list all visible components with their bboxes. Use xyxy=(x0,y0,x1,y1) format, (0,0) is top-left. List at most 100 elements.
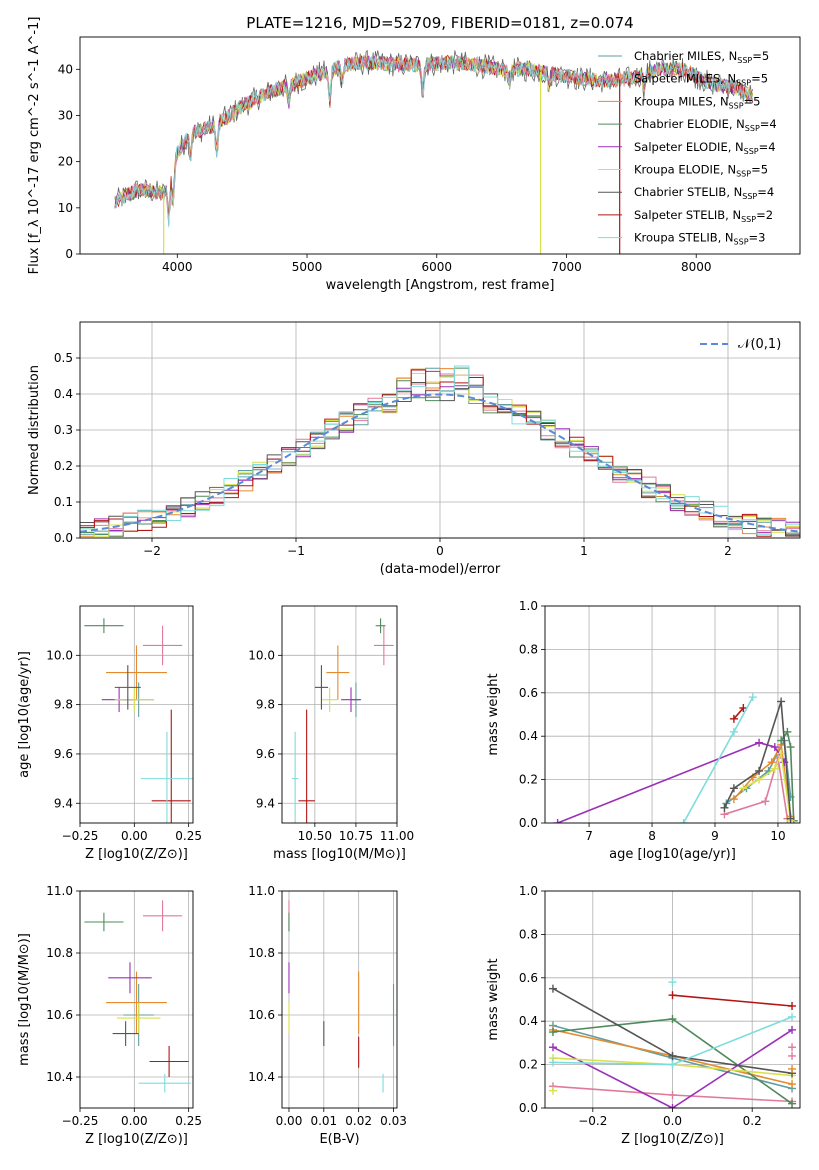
x-axis-label: Z [log10(Z/Z⊙)] xyxy=(621,1132,724,1147)
y-tick-label: 0.3 xyxy=(54,423,73,437)
x-tick-label: 6000 xyxy=(421,260,452,274)
y-tick-label: 0 xyxy=(65,247,73,261)
x-tick-label: 0 xyxy=(436,544,444,558)
legend-label: Salpeter STELIB, NSSP=2 xyxy=(634,208,773,224)
y-tick-label: 10.0 xyxy=(248,648,275,662)
weight-series xyxy=(682,696,754,823)
x-axis-label: mass [log10(M/M⊙)] xyxy=(273,847,406,862)
x-axis-label: (data-model)/error xyxy=(380,562,501,577)
x-tick-label: 0.00 xyxy=(121,829,148,843)
y-tick-label: 0.0 xyxy=(54,531,73,545)
spectrum-series xyxy=(114,55,753,222)
weight-series xyxy=(672,994,793,1007)
y-axis-label: mass weight xyxy=(486,958,501,1040)
y-tick-label: 1.0 xyxy=(519,884,538,898)
x-tick-label: 7000 xyxy=(551,260,582,274)
x-tick-label: 10.75 xyxy=(339,829,373,843)
axes-frame xyxy=(79,605,194,824)
x-tick-label: 0.0 xyxy=(663,1114,682,1128)
x-axis-label: Z [log10(Z/Z⊙)] xyxy=(85,1132,188,1147)
weight-series xyxy=(724,757,789,819)
axes-frame xyxy=(544,890,801,1109)
legend-value: =5 xyxy=(744,94,761,108)
x-tick-label: 7 xyxy=(585,829,593,843)
legend-subscript: SSP xyxy=(736,79,751,88)
legend-subscript: SSP xyxy=(744,147,759,156)
x-tick-label: −2 xyxy=(143,544,161,558)
plot-area xyxy=(291,618,394,823)
plot-area xyxy=(114,49,753,254)
spectrum-series xyxy=(114,54,753,228)
legend-value: =5 xyxy=(751,72,768,86)
x-tick-label: 10 xyxy=(770,829,785,843)
x-tick-label: 0.00 xyxy=(121,1114,148,1128)
y-tick-label: 10.8 xyxy=(248,946,275,960)
plot-area xyxy=(553,693,798,823)
weight-series xyxy=(733,707,744,720)
legend-subscript: SSP xyxy=(736,170,751,179)
legend-value: =3 xyxy=(749,231,766,245)
x-tick-label: 0.2 xyxy=(743,1114,762,1128)
y-tick-label: 0.8 xyxy=(519,927,538,941)
y-tick-label: 0.6 xyxy=(519,686,538,700)
y-tick-label: 0.5 xyxy=(54,351,73,365)
y-tick-label: 0.2 xyxy=(519,1058,538,1072)
legend-subscript: SSP xyxy=(729,101,744,110)
x-tick-label: −1 xyxy=(287,544,305,558)
legend-label: 𝒩(0,1) xyxy=(738,337,781,352)
legend-subscript: SSP xyxy=(741,215,756,224)
weight-series xyxy=(557,741,785,823)
legend-label: Chabrier ELODIE, NSSP=4 xyxy=(634,117,777,133)
y-tick-label: 0.4 xyxy=(54,387,73,401)
legend-label: Salpeter ELODIE, NSSP=4 xyxy=(634,140,776,156)
axes-frame xyxy=(79,36,801,255)
y-tick-label: 10.8 xyxy=(46,946,73,960)
axes-frame xyxy=(79,321,801,539)
legend-label: Kroupa MILES, NSSP=5 xyxy=(634,94,760,110)
legend-label: Salpeter MILES, NSSP=5 xyxy=(634,72,768,88)
x-tick-label: −0.25 xyxy=(62,1114,99,1128)
y-axis-label: Flux [f_λ 10^-17 erg cm^-2 s^-1 A^-1] xyxy=(27,17,42,275)
x-tick-label: −0.25 xyxy=(62,829,99,843)
x-tick-label: 2 xyxy=(724,544,732,558)
plot-area xyxy=(84,618,193,823)
histogram-series xyxy=(80,365,800,537)
legend-value: =4 xyxy=(757,185,774,199)
x-tick-label: 5000 xyxy=(292,260,323,274)
y-tick-label: 0.4 xyxy=(519,1014,538,1028)
y-tick-label: 10.4 xyxy=(46,1070,73,1084)
x-axis-label: E(B-V) xyxy=(319,1132,359,1147)
x-tick-label: 0.25 xyxy=(175,829,202,843)
y-tick-label: 1.0 xyxy=(519,599,538,613)
x-tick-label: 0.00 xyxy=(276,1114,303,1128)
x-tick-label: 0.01 xyxy=(310,1114,337,1128)
y-tick-label: 0.2 xyxy=(519,773,538,787)
y-axis-label: mass weight xyxy=(486,673,501,755)
y-tick-label: 0.2 xyxy=(54,459,73,473)
y-tick-label: 40 xyxy=(58,62,73,76)
legend-label: Kroupa STELIB, NSSP=3 xyxy=(634,231,765,247)
legend-value: =4 xyxy=(760,117,777,131)
y-tick-label: 11.0 xyxy=(46,884,73,898)
legend-value: =4 xyxy=(759,140,776,154)
y-tick-label: 0.0 xyxy=(519,1101,538,1115)
y-tick-label: 10.6 xyxy=(46,1008,73,1022)
x-tick-label: 0.25 xyxy=(175,1114,202,1128)
y-tick-label: 9.8 xyxy=(256,698,275,712)
legend-label: Chabrier STELIB, NSSP=4 xyxy=(634,185,774,201)
x-tick-label: 8000 xyxy=(681,260,712,274)
x-axis-label: wavelength [Angstrom, rest frame] xyxy=(326,278,555,293)
legend-value: =2 xyxy=(756,208,773,222)
y-tick-label: 9.6 xyxy=(256,747,275,761)
y-tick-label: 0.8 xyxy=(519,642,538,656)
plot-area xyxy=(80,365,800,537)
legend-subscript: SSP xyxy=(737,56,752,65)
legend-subscript: SSP xyxy=(734,238,749,247)
y-tick-label: 0.0 xyxy=(519,816,538,830)
y-tick-label: 10.0 xyxy=(46,648,73,662)
y-tick-label: 10.4 xyxy=(248,1070,275,1084)
x-tick-label: 0.03 xyxy=(380,1114,407,1128)
plot-area xyxy=(548,978,797,1108)
x-tick-label: −0.2 xyxy=(578,1114,607,1128)
y-tick-label: 0.6 xyxy=(519,971,538,985)
